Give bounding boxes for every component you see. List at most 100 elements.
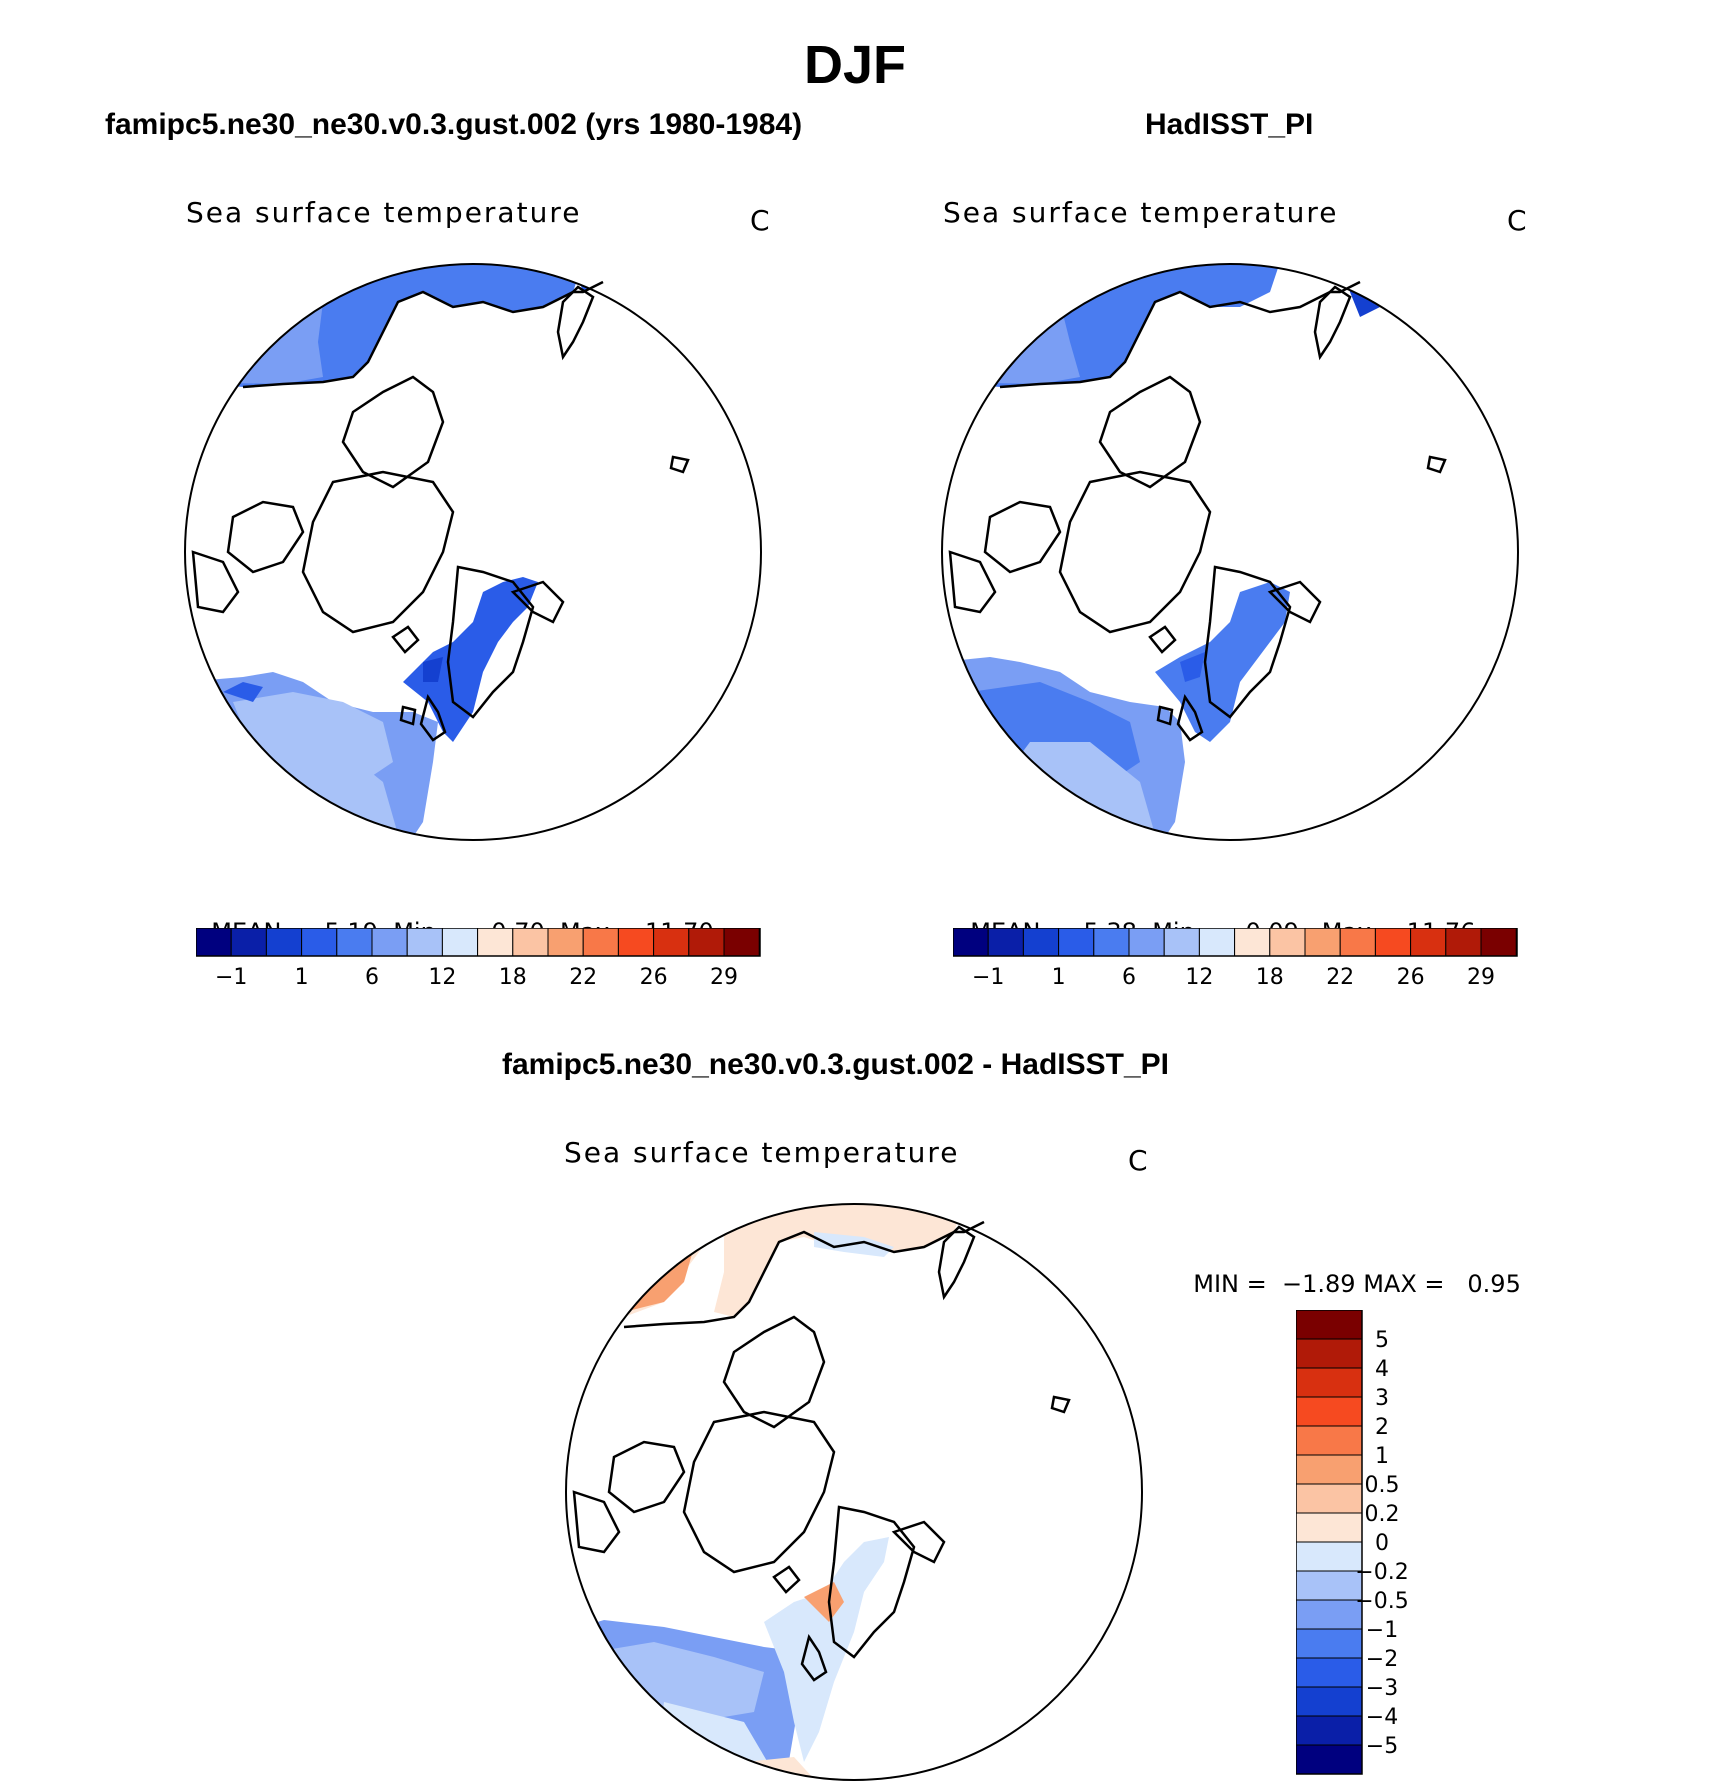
colorbar-swatch [1198,928,1236,957]
colorbar-swatch [230,928,267,957]
colorbar-tick-label: −3 [1366,1676,1398,1701]
colorbar-tick-label: 3 [1375,1386,1389,1411]
panel3-case-title: famipc5.ne30_ne30.v0.3.gust.002 - HadISS… [502,1048,1169,1081]
colorbar-tick-label: 0.2 [1365,1502,1400,1527]
panel2-variable-title: Sea surface temperature [943,196,1339,229]
colorbar-tick-label: 6 [365,965,379,990]
colorbar-swatch [1480,928,1517,957]
colorbar-swatch [1022,928,1060,957]
panel3-min-label: MIN = [1193,1270,1267,1298]
colorbar-swatch [1296,1338,1363,1369]
colorbar-swatch [1296,1483,1363,1514]
colorbar-swatch [1296,1541,1363,1572]
colorbar-swatch [1093,928,1130,957]
panel3-variable-title: Sea surface temperature [564,1136,960,1169]
colorbar-swatch [1296,1367,1363,1398]
colorbar-swatch [1296,1425,1363,1456]
colorbar-swatch [723,928,760,957]
panel3-max-value: 0.95 [1467,1270,1521,1298]
colorbar-tick-label: 18 [499,965,527,990]
panel2-polar-map [941,263,1519,841]
colorbar-tick-label: −5 [1366,1734,1398,1759]
colorbar-tick-label: 18 [1256,965,1284,990]
colorbar-swatch [477,928,514,957]
colorbar-tick-label: −0.2 [1355,1560,1408,1585]
colorbar-tick-label: 1 [295,965,309,990]
colorbar-swatch [1445,928,1482,957]
panel3-max-label: MAX = [1363,1270,1445,1298]
panel3-polar-map [565,1203,1143,1781]
colorbar-tick-label: 0 [1375,1531,1389,1556]
colorbar-tick-label: 12 [1185,965,1213,990]
panel2-case-title: HadISST_PI [1145,108,1314,141]
colorbar-swatch [1296,1454,1363,1485]
colorbar-swatch [1296,1686,1363,1717]
colorbar-swatch [653,928,690,957]
colorbar-tick-label: 29 [1467,965,1495,990]
colorbar-swatch [265,928,303,957]
colorbar-tick-label: 2 [1375,1415,1389,1440]
panel2-units: C [1507,204,1527,237]
colorbar-tick-label: 29 [710,965,738,990]
colorbar-tick-label: 22 [569,965,597,990]
panel1-polar-map [184,263,762,841]
colorbar-tick-label: −4 [1366,1705,1398,1730]
panel3-colorbar: −5 −4 −3 −2 −1 −0.5 −0.2 0 0.2 0.5 1 2 3 4 5 [1296,1310,1409,1775]
colorbar-swatch [547,928,584,957]
colorbar-swatch [953,928,989,957]
colorbar-swatch [1296,1512,1363,1543]
panel3-units: C [1128,1144,1148,1177]
panel3-stats: MIN = −1.89 MAX = 0.95 [1178,1242,1521,1298]
panel1-units: C [750,204,770,237]
colorbar-swatch [582,928,619,957]
colorbar-tick-label: 6 [1122,965,1136,990]
colorbar-tick-label: −0.5 [1355,1589,1408,1614]
panel1-variable-title: Sea surface temperature [186,196,582,229]
colorbar-swatch [1128,928,1165,957]
colorbar-tick-label: 12 [428,965,456,990]
colorbar-tick-label: 22 [1326,965,1354,990]
colorbar-tick-label: −1 [1366,1618,1398,1643]
colorbar-swatch [371,928,408,957]
colorbar-swatch [1058,928,1095,957]
colorbar-swatch [1296,1599,1363,1630]
colorbar-swatch [1296,1628,1363,1659]
colorbar-swatch [1296,1570,1363,1601]
colorbar-swatch [512,928,549,957]
colorbar-swatch [1339,928,1376,957]
colorbar-swatch [617,928,655,957]
colorbar-swatch [406,928,443,957]
page-title: DJF [803,35,906,95]
colorbar-swatch [196,928,232,957]
panel3-min-value: −1.89 [1282,1270,1356,1298]
colorbar-swatch [301,928,338,957]
colorbar-swatch [441,928,479,957]
colorbar-tick-label: 5 [1375,1328,1389,1353]
colorbar-swatch [1234,928,1271,957]
colorbar-tick-label: 1 [1052,965,1066,990]
colorbar-swatch [987,928,1024,957]
colorbar-swatch [1410,928,1447,957]
colorbar-tick-label: −1 [972,965,1004,990]
colorbar-swatch [1269,928,1306,957]
panel2-colorbar: −1 1 6 12 18 22 26 29 [953,928,1518,990]
colorbar-tick-label: 26 [1397,965,1425,990]
panel1-colorbar: −1 1 6 12 18 22 26 29 [196,928,761,990]
colorbar-swatch [1296,1744,1363,1775]
colorbar-tick-label: 26 [640,965,668,990]
colorbar-swatch [1304,928,1341,957]
colorbar-swatch [1296,1310,1363,1340]
colorbar-swatch [688,928,725,957]
colorbar-swatch [1374,928,1412,957]
colorbar-tick-label: 0.5 [1365,1473,1400,1498]
colorbar-swatch [1296,1715,1363,1746]
colorbar-tick-label: 4 [1375,1357,1389,1382]
colorbar-swatch [1296,1657,1363,1688]
colorbar-tick-label: −2 [1366,1647,1398,1672]
colorbar-swatch [1296,1396,1363,1427]
colorbar-tick-label: −1 [215,965,247,990]
colorbar-tick-label: 1 [1375,1444,1389,1469]
colorbar-swatch [1163,928,1200,957]
colorbar-swatch [336,928,373,957]
panel1-case-title: famipc5.ne30_ne30.v0.3.gust.002 (yrs 198… [105,108,803,141]
